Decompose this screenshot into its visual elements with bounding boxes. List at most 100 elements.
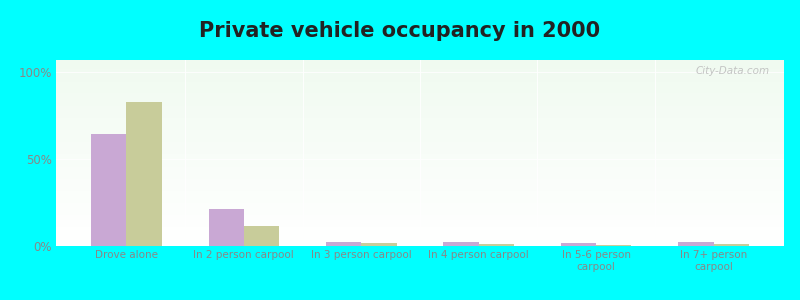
Bar [56,236,784,237]
Bar [678,242,714,246]
Bar [56,93,784,94]
Bar [56,235,784,236]
Bar [56,192,784,193]
Bar [56,74,784,75]
Bar [56,124,784,125]
Bar [56,200,784,201]
Bar [56,122,784,123]
Bar [56,243,784,244]
Bar [478,244,514,246]
Bar [56,190,784,191]
Bar [56,207,784,208]
Bar [56,135,784,136]
Bar [56,67,784,68]
Bar [56,210,784,211]
Bar [56,92,784,93]
Bar [56,104,784,105]
Bar [56,170,784,171]
Bar [56,228,784,229]
Bar [443,242,478,246]
Bar [56,188,784,189]
Bar [56,150,784,151]
Bar [56,238,784,239]
Text: City-Data.com: City-Data.com [695,66,770,76]
Bar [56,211,784,212]
Bar [56,69,784,70]
Bar [56,184,784,185]
Bar [56,68,784,69]
Bar [56,142,784,143]
Bar [56,212,784,213]
Bar [56,215,784,216]
Bar [56,163,784,164]
Bar [56,146,784,147]
Bar [56,133,784,134]
Bar [56,151,784,152]
Bar [56,89,784,90]
Bar [56,179,784,180]
Bar [56,115,784,116]
Bar [56,222,784,223]
Bar [56,194,784,195]
Bar [56,244,784,245]
Bar [56,149,784,150]
Bar [56,164,784,165]
Bar [56,100,784,101]
Bar [56,123,784,124]
Bar [56,66,784,67]
Bar [56,61,784,62]
Bar [596,245,631,246]
Bar [56,88,784,89]
Bar [56,206,784,207]
Bar [56,239,784,240]
Bar [56,82,784,83]
Bar [56,113,784,114]
Bar [56,137,784,138]
Bar [56,237,784,238]
Bar [56,83,784,84]
Bar [56,187,784,188]
Bar [56,107,784,108]
Bar [56,220,784,221]
Bar [56,153,784,154]
Bar [209,208,244,246]
Bar [56,208,784,209]
Bar [56,132,784,133]
Bar [56,218,784,219]
Bar [56,95,784,96]
Bar [56,145,784,146]
Bar [56,242,784,243]
Bar [56,209,784,210]
Bar [56,140,784,141]
Bar [56,245,784,246]
Bar [56,234,784,235]
Bar [561,243,596,246]
Bar [56,205,784,206]
Text: Private vehicle occupancy in 2000: Private vehicle occupancy in 2000 [199,21,601,41]
Bar [91,134,126,246]
Bar [56,225,784,226]
Bar [56,111,784,112]
Bar [56,103,784,104]
Bar [56,203,784,204]
Bar [56,159,784,160]
Bar [56,139,784,140]
Bar [56,138,784,139]
Bar [56,219,784,220]
Bar [56,161,784,162]
Bar [56,224,784,225]
Bar [56,120,784,121]
Bar [56,172,784,173]
Bar [56,130,784,131]
Bar [56,221,784,222]
Bar [56,213,784,214]
Bar [56,98,784,99]
Bar [56,240,784,241]
Bar [56,223,784,224]
Bar [56,176,784,177]
Bar [56,154,784,155]
Bar [56,125,784,126]
Bar [56,171,784,172]
Bar [56,173,784,174]
Bar [362,242,397,246]
